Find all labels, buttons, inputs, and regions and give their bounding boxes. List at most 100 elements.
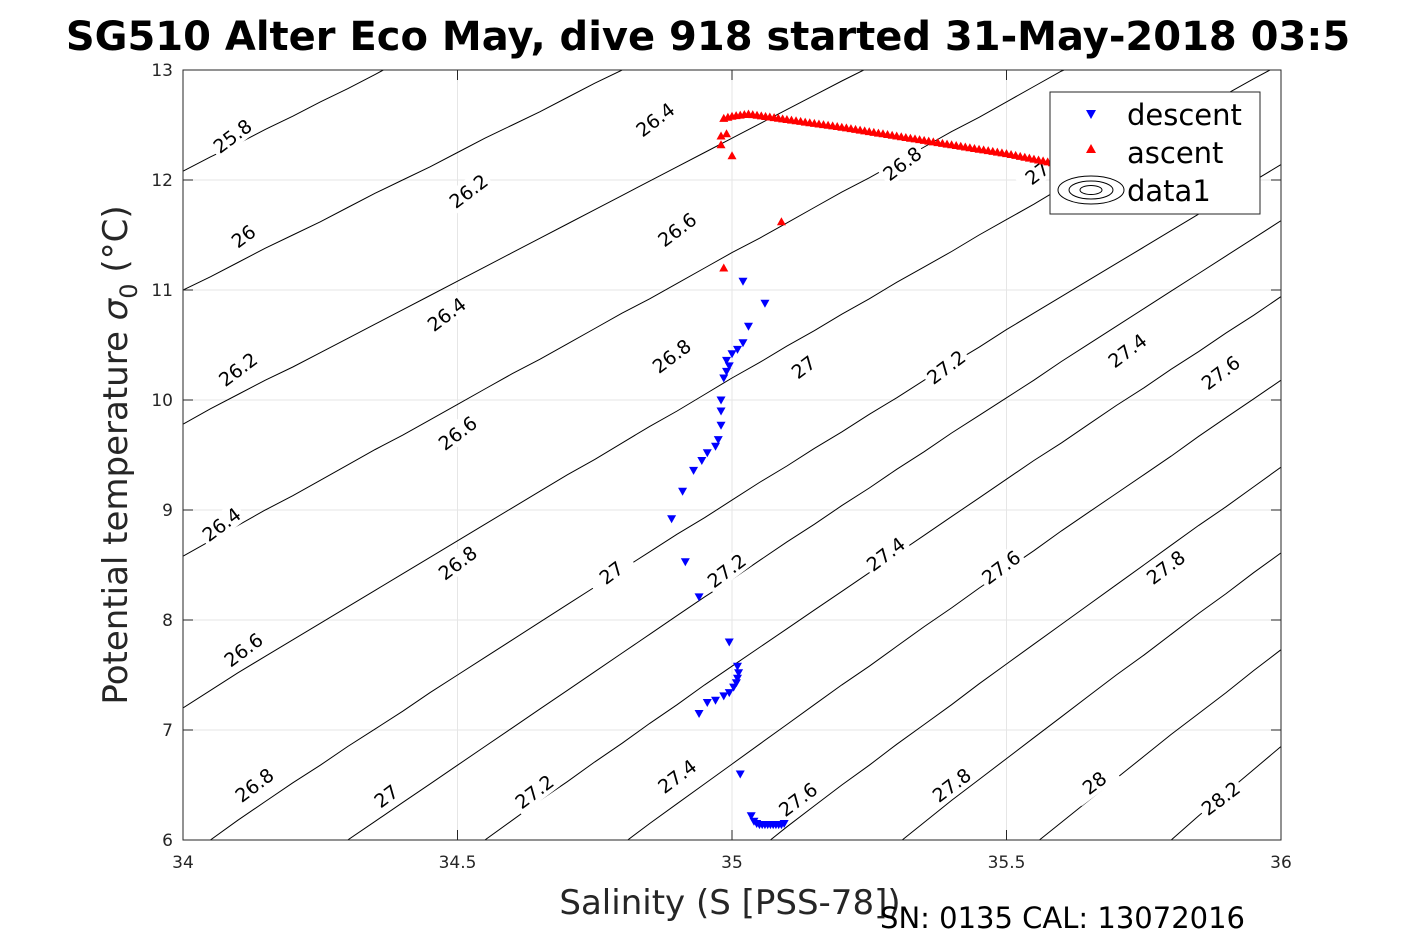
legend-descent-label: descent	[1127, 98, 1242, 132]
descent-point	[711, 696, 721, 705]
descent-point	[732, 345, 742, 354]
contour-label-backdrop	[217, 626, 270, 673]
descent-point	[713, 436, 723, 445]
y-axis-label-sub: 0	[115, 283, 143, 298]
contour-label-backdrop	[228, 761, 281, 809]
y-tick-label: 10	[151, 391, 173, 411]
contour-label-backdrop	[442, 167, 495, 215]
contour-label-backdrop	[772, 776, 824, 823]
descent-point	[716, 407, 726, 416]
y-axis-label: Potential temperature σ0 (°C)	[96, 205, 143, 704]
x-tick-label: 35.5	[988, 853, 1026, 873]
contour-label-backdrop	[1068, 759, 1121, 807]
contour-line-27-6	[770, 466, 1281, 840]
contour-label-backdrop	[585, 549, 638, 596]
y-tick-label: 11	[151, 281, 173, 301]
grid-lines	[183, 70, 1281, 840]
contour-label-backdrop	[1194, 774, 1247, 822]
y-axis-label-text: Potential temperature	[96, 320, 136, 704]
contour-label-backdrop	[360, 772, 412, 820]
descent-point	[722, 367, 732, 376]
contour-label-backdrop	[212, 345, 264, 393]
descent-point	[702, 449, 712, 458]
y-tick-label: 13	[151, 61, 173, 81]
contour-label-backdrop	[508, 768, 561, 815]
descent-point	[735, 770, 745, 779]
y-tick-label: 12	[151, 171, 173, 191]
contour-label-backdrop	[777, 343, 830, 391]
y-axis-label-unit: (°C)	[96, 205, 136, 283]
calibration-footer: SN: 0135 CAL: 13072016	[880, 901, 1245, 935]
x-tick-label: 34	[172, 853, 194, 873]
descent-point	[694, 710, 704, 718]
contour-label-backdrop	[859, 530, 912, 578]
descent-point	[702, 699, 712, 707]
legend-ascent-label: ascent	[1127, 136, 1223, 170]
contour-line-28	[1039, 649, 1281, 840]
contour-line-27	[347, 220, 1281, 840]
descent-point	[716, 421, 726, 430]
descent-point	[729, 683, 739, 692]
contour-line-26	[183, 70, 623, 291]
descent-point	[724, 638, 734, 647]
contour-label-backdrop	[195, 501, 248, 548]
contour-label-backdrop	[629, 96, 681, 143]
descent-point	[667, 515, 677, 524]
descent-point	[680, 558, 690, 567]
contour-label-backdrop	[645, 332, 698, 380]
contour-label-backdrop	[1139, 543, 1192, 591]
legend-contour-icon	[1057, 175, 1125, 205]
legend-ascent-marker	[1086, 144, 1096, 153]
contour-label-backdrop	[651, 752, 703, 800]
y-axis-ticks: 6 7 8 9 10 11 12 13	[151, 61, 1281, 851]
x-tick-label: 36	[1270, 853, 1292, 873]
y-tick-label: 6	[162, 831, 173, 851]
y-tick-label: 8	[162, 611, 173, 631]
descent-point	[734, 669, 744, 678]
descent-point	[724, 689, 734, 698]
contour-label-backdrop	[431, 409, 484, 457]
contour-label-backdrop	[975, 543, 1027, 591]
contour-label-backdrop	[431, 539, 484, 587]
ascent-point	[716, 131, 726, 140]
x-axis-label: Salinity (S [PSS-78])	[559, 883, 900, 923]
descent-point	[760, 299, 770, 308]
descent-point	[724, 362, 734, 371]
contour-label-backdrop	[206, 112, 259, 160]
descent-point	[738, 339, 748, 348]
contour-line-26-2	[183, 70, 865, 425]
contour-label-backdrop	[651, 206, 703, 253]
x-tick-label: 35	[721, 853, 743, 873]
descent-point	[719, 374, 729, 383]
ascent-point	[719, 263, 729, 272]
descent-point	[779, 820, 789, 828]
descent-point	[711, 442, 721, 451]
ascent-point	[776, 217, 786, 226]
y-tick-label: 9	[162, 501, 173, 521]
descent-point	[727, 350, 737, 359]
descent-point	[738, 277, 748, 286]
descent-point	[732, 674, 742, 683]
ascent-point	[722, 129, 732, 138]
descent-point	[689, 466, 699, 475]
contour-label-backdrop	[920, 343, 972, 391]
descent-point	[746, 812, 756, 821]
descent-point	[731, 679, 741, 688]
descent-point	[732, 662, 742, 671]
ascent-point	[716, 140, 726, 149]
contour-label-backdrop	[1101, 327, 1154, 374]
contour-label-backdrop	[420, 290, 473, 338]
x-axis-ticks: 34 34.5 35 35.5 36	[172, 70, 1292, 873]
contour-line-27-8	[901, 552, 1281, 840]
legend: descent ascent data1	[1049, 91, 1261, 215]
contour-line-27-4	[627, 379, 1281, 840]
y-tick-label: 7	[162, 721, 173, 741]
descent-point	[719, 692, 729, 701]
data-points	[667, 109, 1095, 830]
contour-line-26-8	[210, 164, 1281, 840]
contour-label-backdrop	[1194, 349, 1247, 396]
y-axis-label-sigma: σ	[96, 297, 136, 320]
contour-label-backdrop	[217, 212, 270, 260]
descent-point	[678, 487, 688, 496]
